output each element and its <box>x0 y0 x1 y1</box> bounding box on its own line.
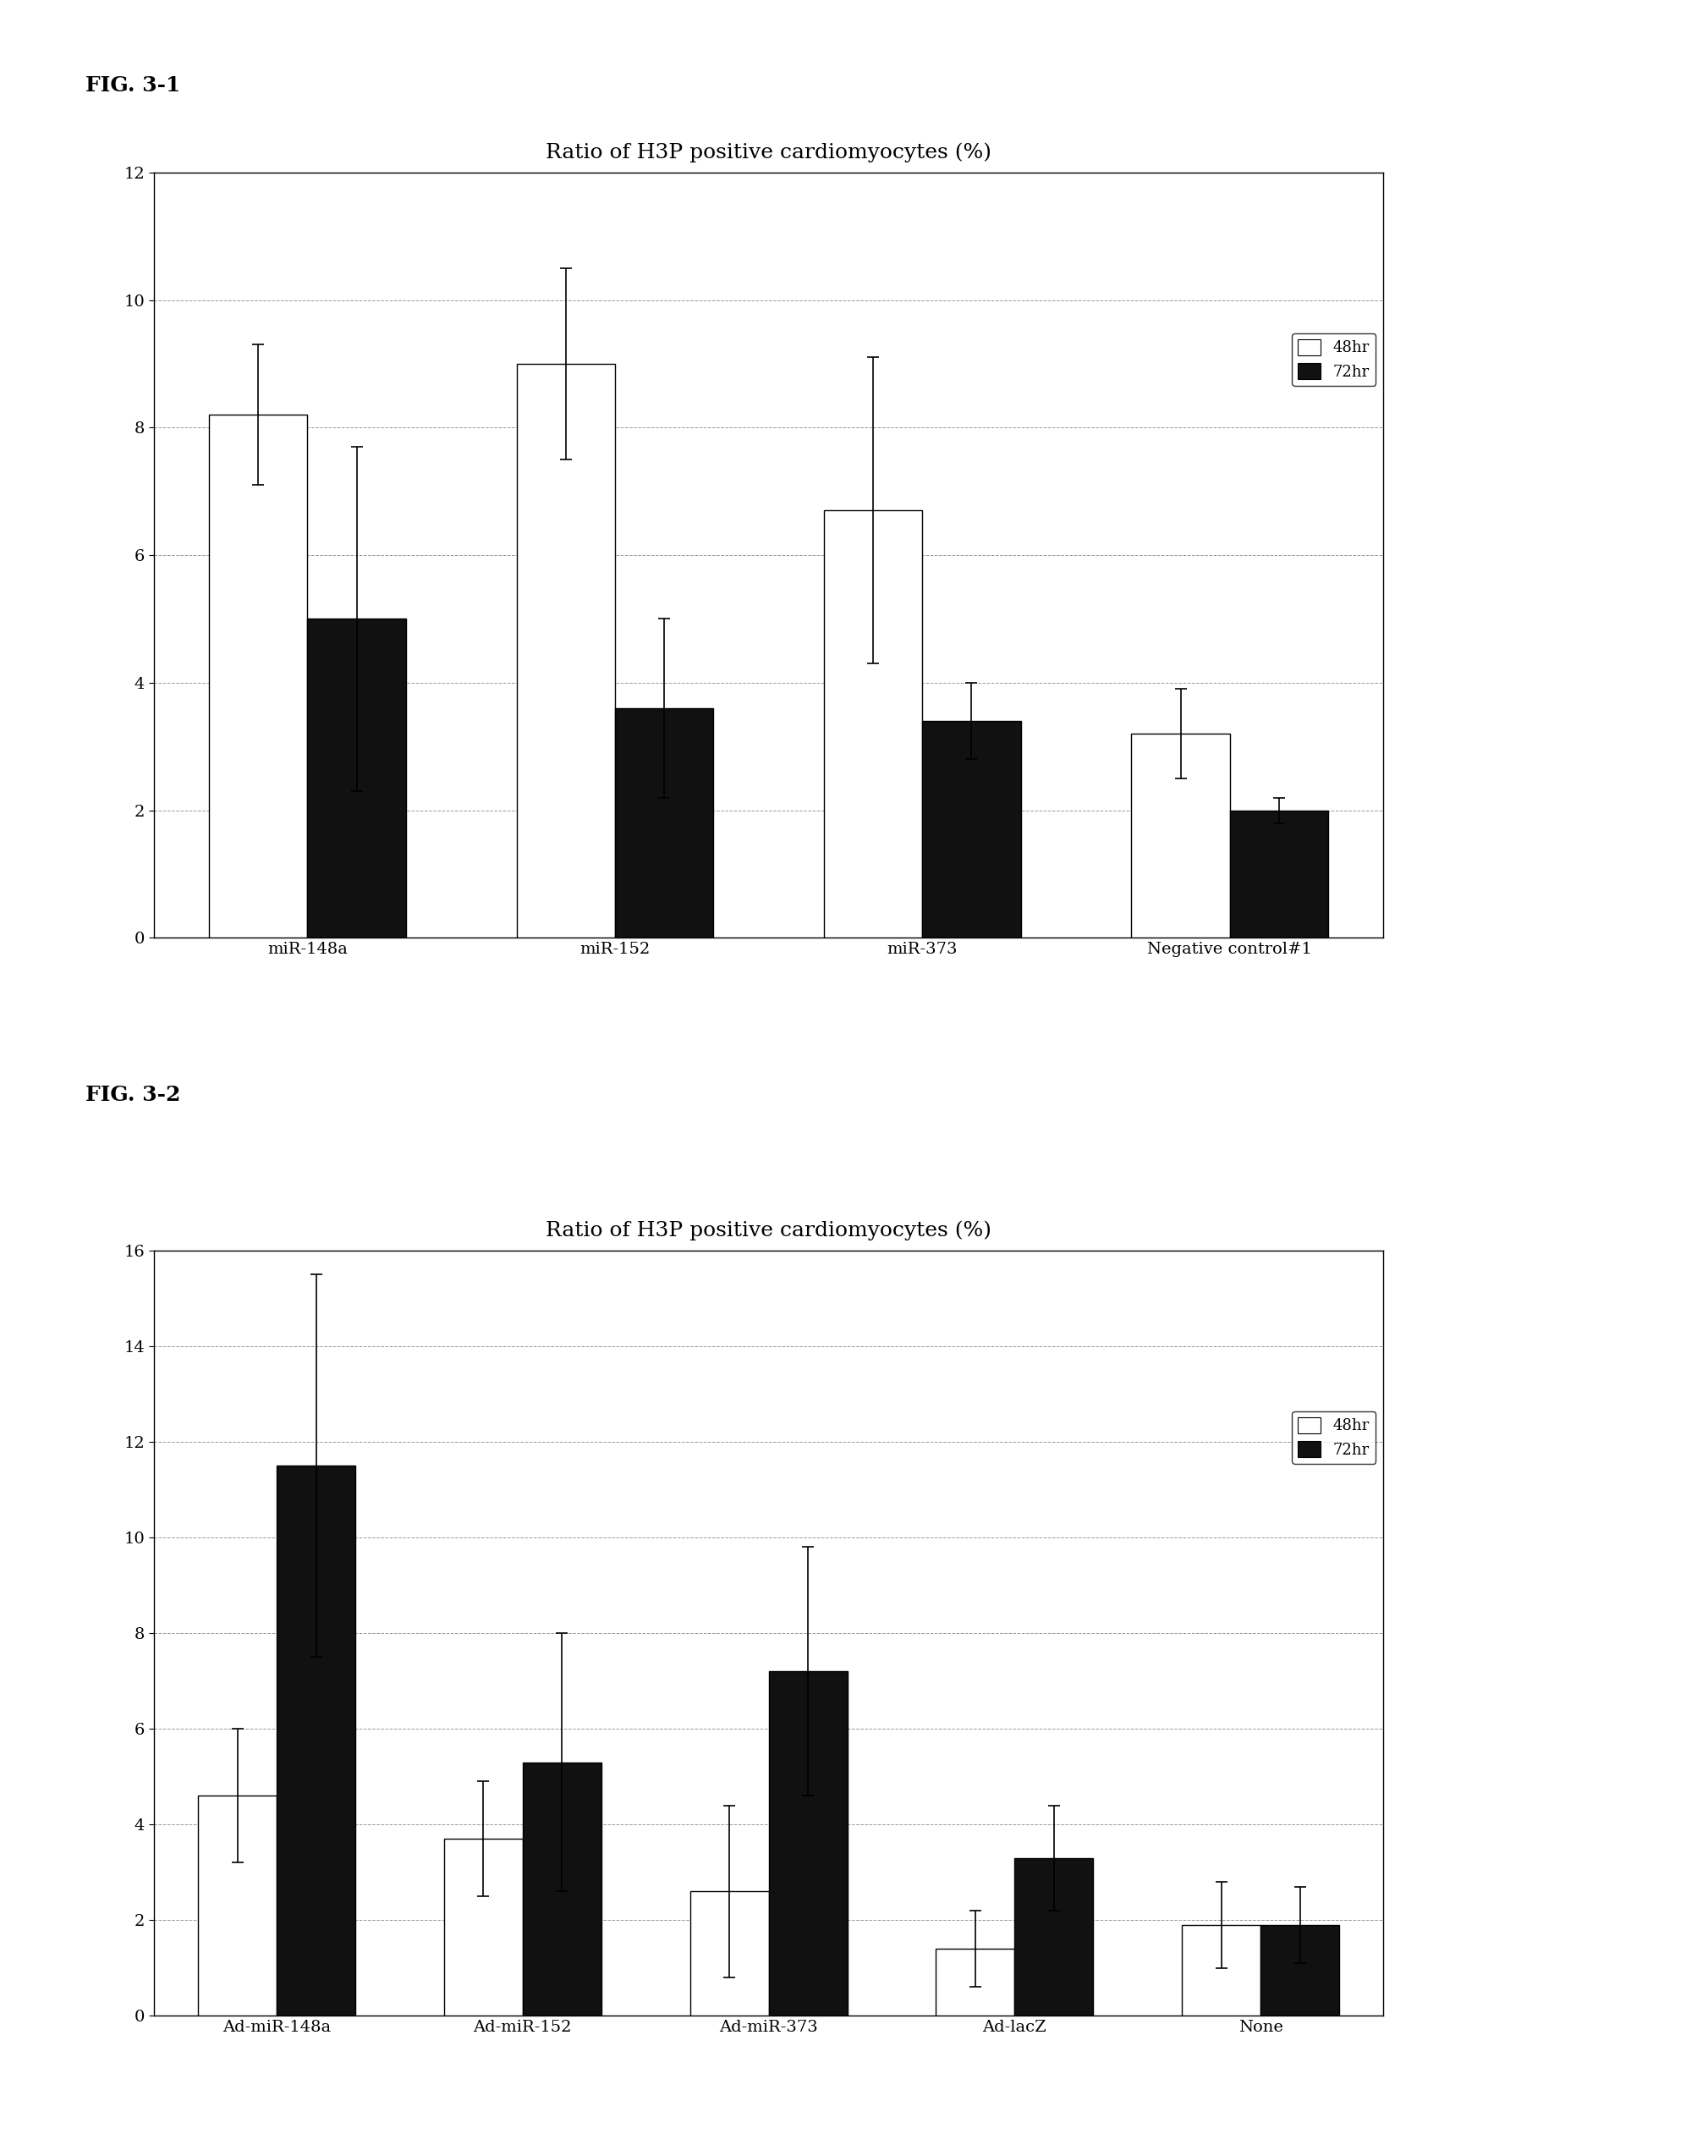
Bar <box>208 414 307 938</box>
Bar <box>690 1891 769 2016</box>
Bar <box>769 1671 847 2016</box>
Bar <box>823 511 922 938</box>
Legend: 48hr, 72hr: 48hr, 72hr <box>1291 1412 1377 1464</box>
Title: Ratio of H3P positive cardiomyocytes (%): Ratio of H3P positive cardiomyocytes (%) <box>545 1220 992 1240</box>
Legend: 48hr, 72hr: 48hr, 72hr <box>1291 334 1377 386</box>
Bar <box>615 707 714 938</box>
Bar <box>444 1839 523 2016</box>
Title: Ratio of H3P positive cardiomyocytes (%): Ratio of H3P positive cardiomyocytes (%) <box>545 142 992 162</box>
Bar <box>307 619 407 938</box>
Bar <box>277 1466 355 2016</box>
Bar <box>1131 733 1230 938</box>
Bar <box>1261 1925 1339 2016</box>
Text: FIG. 3-2: FIG. 3-2 <box>85 1084 181 1104</box>
Bar <box>1015 1858 1093 2016</box>
Bar <box>198 1796 277 2016</box>
Bar <box>1182 1925 1261 2016</box>
Bar <box>1230 811 1329 938</box>
Bar <box>936 1949 1015 2016</box>
Bar <box>523 1761 601 2016</box>
Bar <box>922 720 1021 938</box>
Bar <box>516 364 615 938</box>
Text: FIG. 3-1: FIG. 3-1 <box>85 75 181 95</box>
